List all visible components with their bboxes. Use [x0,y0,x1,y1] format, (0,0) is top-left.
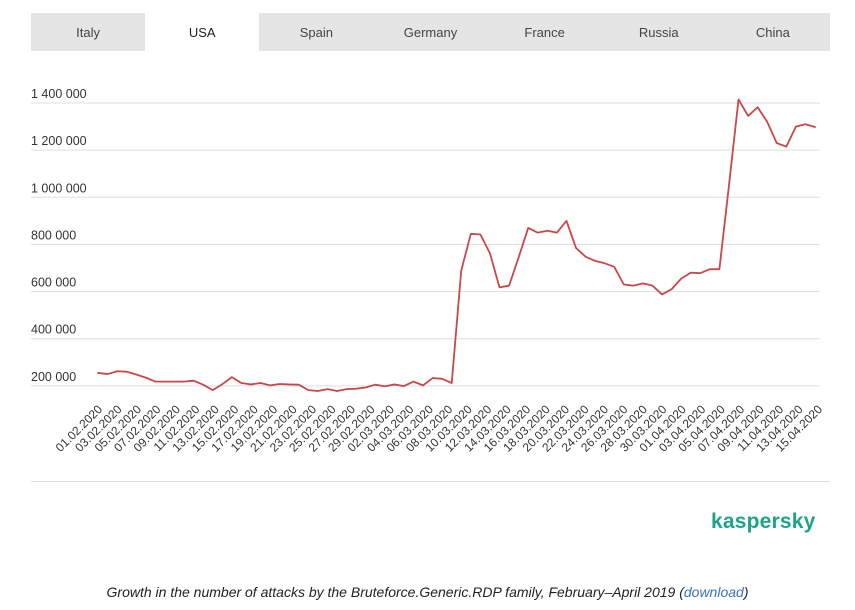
kaspersky-logo: kaspersky [711,510,816,533]
y-tick-label: 1 400 000 [31,87,87,101]
tab-spain[interactable]: Spain [299,24,333,40]
y-tick-label: 400 000 [31,323,76,337]
tab-china[interactable]: China [755,24,790,40]
country-tabs: Italy USA Spain Germany France Russia China [31,13,830,51]
y-tick-label: 800 000 [31,228,76,242]
tab-italy[interactable]: Italy [76,24,100,40]
line-chart: 200 000 400 000 600 000 800 000 1 000 000 1 2… [31,87,825,455]
y-tick-label: 200 000 [31,370,76,384]
tab-germany[interactable]: Germany [403,24,458,40]
series-line [97,98,816,392]
tab-france[interactable]: France [524,24,565,40]
tab-usa[interactable]: USA [145,13,260,51]
y-tick-label: 1 200 000 [31,134,87,148]
y-tick-label: 1 000 000 [31,181,87,195]
caption-close: ) [743,584,749,600]
divider [31,481,830,482]
y-tick-label: 600 000 [31,276,76,290]
download-link[interactable]: download [683,584,744,600]
caption-text: Growth in the number of attacks by the B… [106,584,684,600]
chart-caption: Growth in the number of attacks by the B… [0,584,855,600]
tab-russia[interactable]: Russia [638,24,679,40]
